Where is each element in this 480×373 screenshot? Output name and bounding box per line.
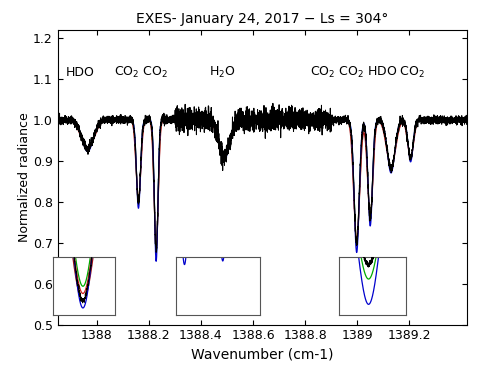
Text: CO$_2$ CO$_2$: CO$_2$ CO$_2$	[113, 65, 167, 80]
Title: EXES- January 24, 2017 − Ls = 304°: EXES- January 24, 2017 − Ls = 304°	[136, 12, 387, 26]
Y-axis label: Normalized radiance: Normalized radiance	[18, 112, 31, 242]
Text: CO$_2$ CO$_2$ HDO CO$_2$: CO$_2$ CO$_2$ HDO CO$_2$	[310, 65, 425, 80]
Text: HDO: HDO	[65, 66, 94, 79]
Text: H$_2$O: H$_2$O	[208, 65, 235, 80]
X-axis label: Wavenumber (cm-1): Wavenumber (cm-1)	[191, 348, 333, 362]
